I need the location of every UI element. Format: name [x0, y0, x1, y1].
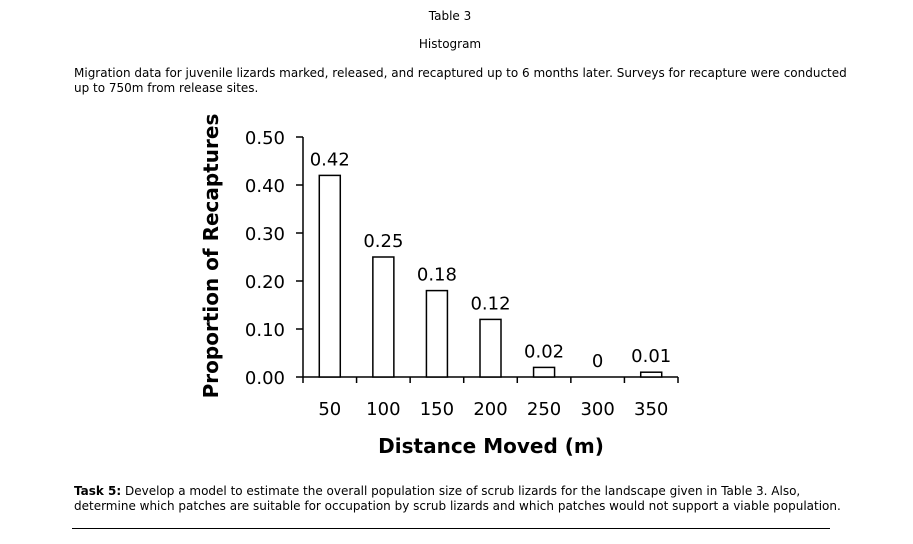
chart-kind-title: Histogram: [418, 37, 482, 51]
bar: [318, 174, 342, 378]
bottom-divider: [72, 528, 830, 529]
x-tick-label: 100: [366, 399, 400, 420]
x-tick-label: 250: [527, 399, 561, 420]
x-axis-title: Distance Moved (m): [378, 434, 604, 458]
y-tick-label: 0.50: [245, 128, 285, 149]
task-description: Task 5: Develop a model to estimate the …: [74, 484, 844, 514]
bar-value-label: 0.12: [470, 293, 510, 314]
x-tick-label: 50: [318, 399, 341, 420]
bar: [532, 366, 556, 378]
bar: [372, 256, 395, 378]
x-tick-label: 350: [634, 399, 668, 420]
bar-value-label: 0.25: [363, 231, 403, 252]
bar-value-label: 0: [592, 351, 603, 372]
bars: [318, 174, 663, 378]
task-label: Task 5:: [74, 484, 122, 498]
data-labels: 0.42 0.25 0.18 0.12 0.02 0 0.01: [310, 149, 672, 372]
bar: [639, 371, 663, 378]
y-axis-title: Proportion of Recaptures: [199, 114, 223, 399]
bar-value-label: 0.01: [631, 346, 671, 367]
figure-caption: Migration data for juvenile lizards mark…: [74, 66, 847, 95]
y-axis: 0.00 0.10 0.20 0.30 0.40 0.50: [245, 128, 304, 389]
table-title: Table 3: [428, 9, 472, 23]
bar: [425, 289, 449, 378]
bar-value-label: 0.42: [310, 149, 350, 170]
y-tick-label: 0.00: [245, 368, 285, 389]
x-axis: 50 100 150 200 250 300 350: [302, 376, 679, 420]
task-text: Develop a model to estimate the overall …: [74, 484, 841, 513]
y-tick-label: 0.40: [245, 176, 285, 197]
y-tick-label: 0.10: [245, 320, 285, 341]
x-tick-label: 300: [580, 399, 614, 420]
x-tick-label: 200: [473, 399, 507, 420]
y-tick-label: 0.30: [245, 224, 285, 245]
y-tick-label: 0.20: [245, 272, 285, 293]
x-tick-label: 150: [420, 399, 454, 420]
bar-value-label: 0.02: [524, 341, 564, 362]
bar: [479, 318, 502, 378]
bar-value-label: 0.18: [417, 265, 457, 286]
